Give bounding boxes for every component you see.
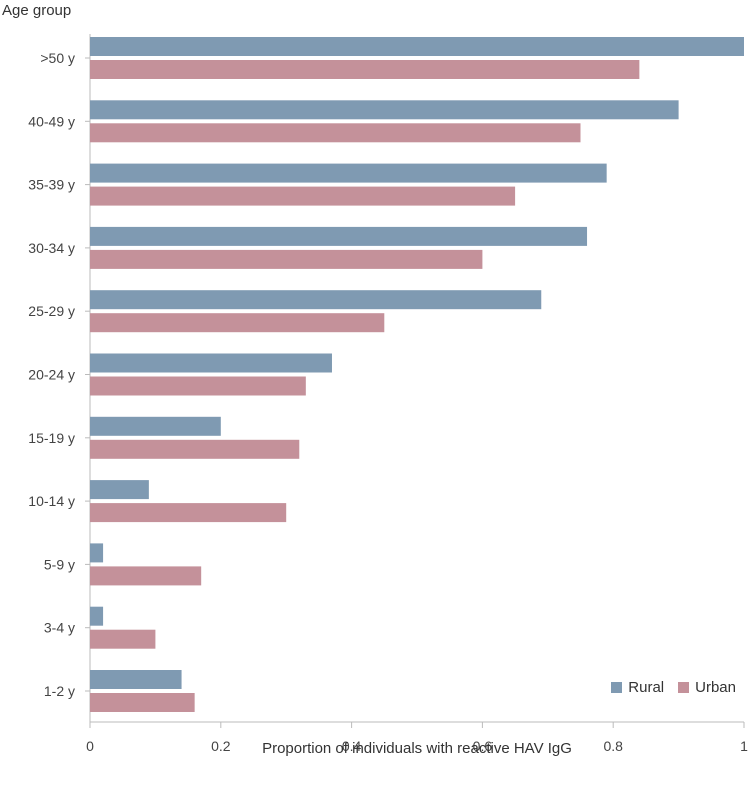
bar-urban (90, 503, 287, 523)
y-axis-title: Age group (2, 2, 72, 19)
bar-rural (90, 37, 744, 56)
bar-urban (90, 693, 195, 712)
legend-item-rural: Rural (611, 679, 664, 696)
bar-urban (90, 60, 640, 79)
x-axis-title: Proportion of individuals with reactive … (262, 740, 572, 757)
bar-urban (90, 629, 156, 649)
x-tick-label: 0.4 (342, 738, 362, 754)
bar-rural (90, 670, 182, 689)
y-tick-label: 10-14 y (28, 493, 75, 509)
y-tick-label: >50 y (40, 50, 75, 66)
y-tick-label: 40-49 y (28, 113, 75, 129)
y-tick-label: 5-9 y (44, 556, 75, 572)
bar-urban (90, 249, 483, 269)
x-tick-label: 1 (740, 738, 748, 754)
x-tick-label: 0.2 (211, 738, 231, 754)
bar-rural (90, 480, 149, 500)
bar-rural (90, 416, 221, 436)
bar-rural (90, 353, 332, 373)
y-tick-label: 25-29 y (28, 303, 75, 319)
y-tick-label: 35-39 y (28, 177, 75, 193)
x-tick-label: 0.8 (603, 738, 623, 754)
y-tick-label: 20-24 y (28, 367, 75, 383)
y-tick-label: 1-2 y (44, 683, 75, 699)
y-tick-label: 3-4 y (44, 620, 75, 636)
bar-rural (90, 163, 607, 183)
bar-urban (90, 123, 581, 143)
legend: Rural Urban (611, 679, 736, 696)
y-tick-label: 15-19 y (28, 430, 75, 446)
bar-rural (90, 290, 542, 310)
bar-urban (90, 439, 300, 459)
legend-swatch-urban (678, 682, 690, 693)
legend-item-urban: Urban (678, 679, 736, 696)
bar-urban (90, 313, 385, 333)
legend-label-urban: Urban (695, 679, 736, 696)
legend-label-rural: Rural (628, 679, 665, 696)
legend-swatch-rural (611, 682, 623, 693)
bar-rural (90, 100, 679, 120)
bar-rural (90, 226, 588, 246)
bar-urban (90, 186, 516, 206)
bar-rural (90, 606, 104, 626)
y-tick-label: 30-34 y (28, 240, 75, 256)
x-tick-label: 0 (86, 738, 94, 754)
bar-rural (90, 543, 104, 563)
x-tick-label: 0.6 (473, 738, 493, 754)
bar-urban (90, 376, 306, 396)
bar-urban (90, 566, 202, 586)
